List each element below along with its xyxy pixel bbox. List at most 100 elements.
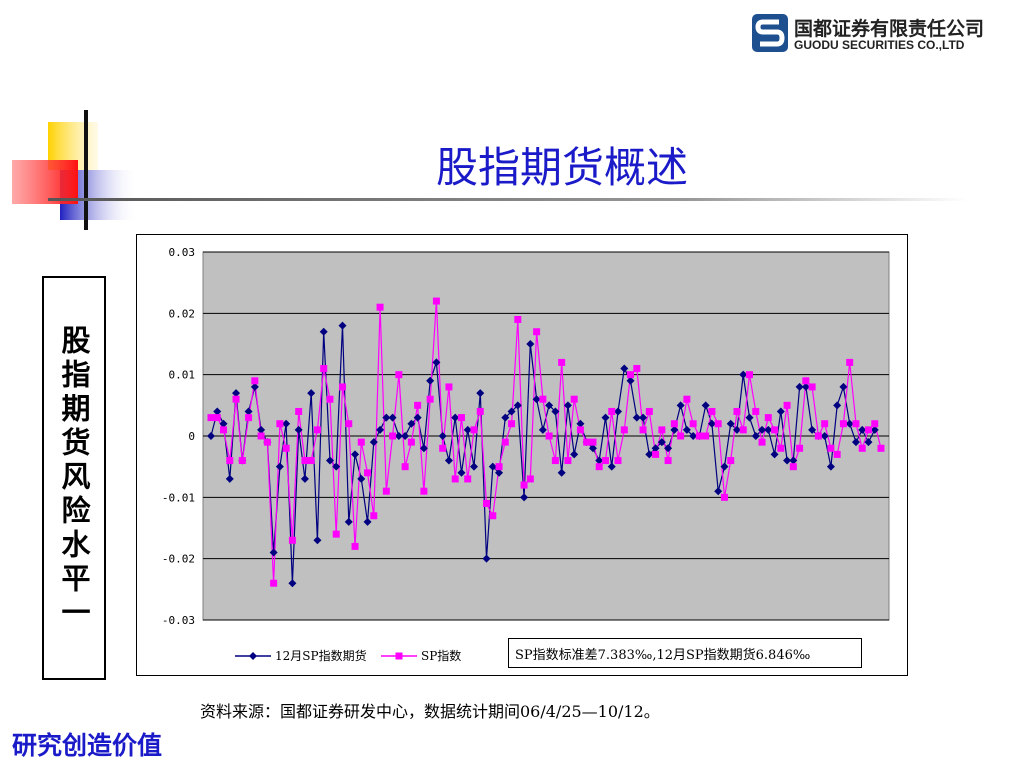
data-point-square [414,401,422,409]
data-point-diamond [801,382,810,391]
data-point-diamond [639,413,648,422]
data-point-square [821,420,829,428]
data-point-square [501,438,509,446]
side-label: 股指期货风险水平一 [57,325,91,631]
logo-chinese-name: 国都证券有限责任公司 [794,18,985,40]
data-point-square [576,426,584,434]
guodu-logo-mark [752,14,788,52]
data-point-square [232,395,240,403]
data-point-square [395,371,403,379]
data-point-square [814,432,822,440]
data-point-diamond [294,425,303,434]
data-point-diamond [307,389,316,398]
data-point-square [852,420,860,428]
data-point-diamond [588,444,597,453]
data-point-square [389,432,397,440]
data-point-square [545,432,553,440]
data-point-square [764,414,772,422]
data-point-square [445,383,453,391]
data-point-diamond [363,517,372,526]
data-point-square [589,438,597,446]
data-point-square [827,444,835,452]
data-point-square [401,463,409,471]
data-point-square [783,401,791,409]
data-point-diamond [557,468,566,477]
data-point-diamond [620,364,629,373]
data-point-diamond [351,450,360,459]
data-point-square [245,414,253,422]
data-point-square [307,457,315,465]
data-point-square [407,438,415,446]
data-point-square [695,432,703,440]
data-point-diamond [732,425,741,434]
data-point-diamond [244,407,253,416]
data-point-square [639,426,647,434]
y-tick-label: 0.03 [169,246,196,259]
data-point-square [558,358,566,366]
data-point-diamond [300,474,309,483]
data-point-diamond [250,382,259,391]
data-point-square [652,450,660,458]
data-point-diamond [388,413,397,422]
data-point-diamond [501,413,510,422]
data-point-square [326,395,334,403]
data-point-square [295,407,303,415]
data-point-square [464,475,472,483]
data-point-diamond [495,468,504,477]
data-point-diamond [595,456,604,465]
data-point-diamond [407,419,416,428]
data-point-square [432,297,440,305]
data-point-diamond [507,407,516,416]
data-point-square [514,315,522,323]
data-point-square [877,444,885,452]
data-point-diamond [401,432,410,440]
data-point-diamond [207,432,215,440]
data-point-diamond [826,462,835,471]
data-point-square [627,371,635,379]
data-point-diamond [720,462,729,471]
data-point-diamond [257,425,266,434]
data-point-square [533,328,541,336]
data-point-square [282,444,290,452]
data-point-diamond [864,438,873,447]
stats-annotation: SP指数标准差7.383‰,12月SP指数期货6.846‰ [508,638,862,668]
data-point-square [658,426,666,434]
data-point-diamond [357,474,366,483]
legend-marker-square [395,652,403,660]
data-point-square [570,395,578,403]
data-point-diamond [839,382,848,391]
data-point-square [370,512,378,520]
data-point-diamond [676,401,685,410]
data-point-square [332,530,340,538]
data-point-square [551,457,559,465]
data-point-square [313,426,321,434]
data-point-square [213,414,221,422]
data-point-diamond [338,321,347,330]
chart-frame: 0.03 0.02 0.01 0 -0.01 -0.02 -0.03 12月SP指数期货 SP… [136,234,908,676]
data-point-diamond [288,579,297,588]
data-point-square [439,444,447,452]
data-point-diamond [463,425,472,434]
data-point-diamond [476,389,485,398]
data-point-square [301,457,309,465]
data-point-square [595,463,603,471]
data-point-diamond [626,376,635,385]
y-tick-label: 0.02 [169,307,196,320]
data-point-square [858,444,866,452]
data-point-diamond [607,462,616,471]
data-point-diamond [444,456,453,465]
data-point-square [526,475,534,483]
data-point-square [796,444,804,452]
data-point-square [727,457,735,465]
data-point-diamond [344,517,353,526]
data-point-square [645,407,653,415]
data-point-square [583,438,591,446]
data-point-diamond [707,419,716,428]
data-point-diamond [225,474,234,483]
data-point-square [495,463,503,471]
data-point-diamond [833,401,842,410]
data-point-diamond [382,413,391,422]
data-point-square [771,426,779,434]
data-point-diamond [532,395,541,404]
data-point-square [257,432,265,440]
